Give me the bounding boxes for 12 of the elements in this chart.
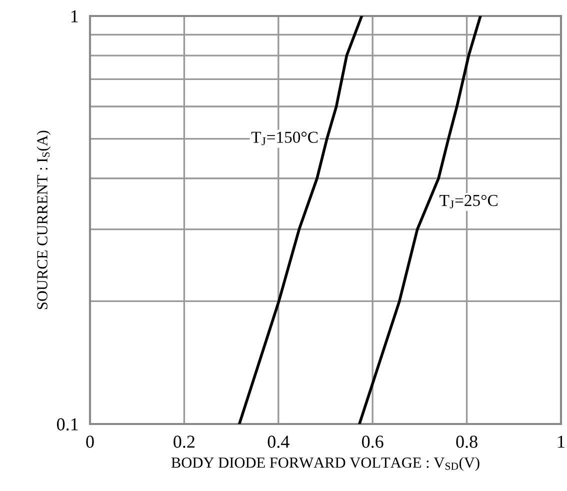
x-tick-label: 0.4 xyxy=(268,436,290,448)
x-tick-label: 0.6 xyxy=(362,436,384,448)
line-series xyxy=(238,16,364,424)
annotation: T$_{J}$=150°C xyxy=(251,132,318,146)
x-tick-label: 0 xyxy=(86,436,94,448)
y-axis-title: SOURCE CURRENT : I$_{S}$(A) xyxy=(36,130,51,310)
annotation: T$_{J}$=25°C xyxy=(440,194,498,208)
y-tick-label: 0.1 xyxy=(57,418,78,431)
x-axis-title: BODY DIODE FORWARD VOLTAGE : V$_{SD}$(V) xyxy=(171,457,480,471)
x-tick-label: 0.2 xyxy=(174,436,194,448)
x-tick-label: 0.8 xyxy=(456,436,478,448)
x-tick-label: 1 xyxy=(558,436,564,448)
